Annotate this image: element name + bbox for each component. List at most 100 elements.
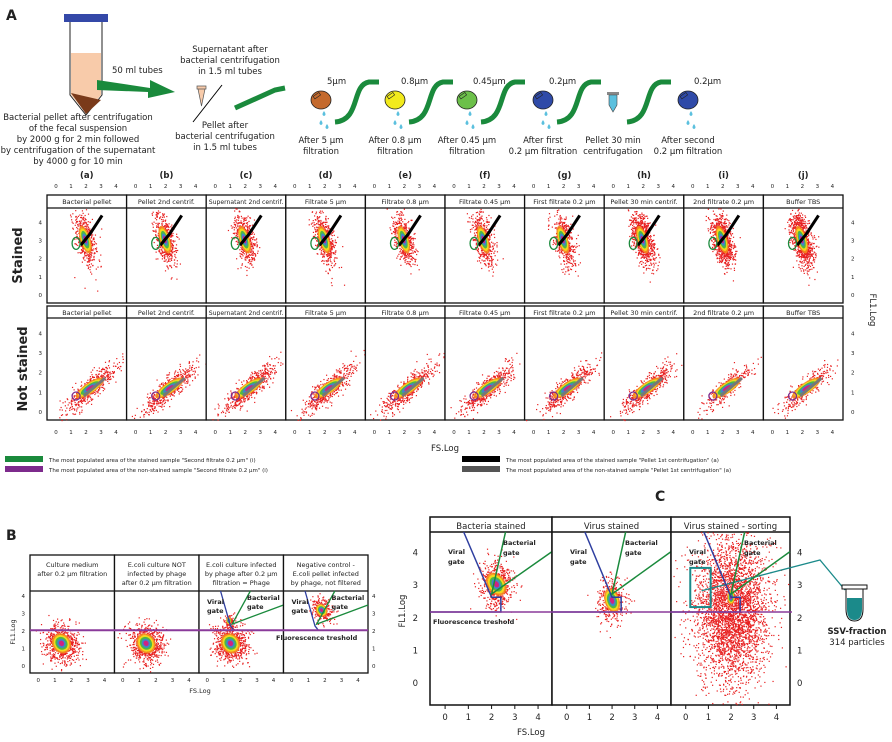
data-point [151,403,152,404]
data-point [110,373,111,374]
data-point [153,227,154,228]
data-point [156,227,157,228]
data-point [90,222,91,223]
data-point [231,225,232,226]
data-point [344,382,345,383]
data-point [92,250,93,251]
data-point [86,209,87,210]
data-point [177,237,178,238]
data-point [164,261,165,262]
data-point [224,398,225,399]
data-point [302,412,303,413]
data-point [243,221,244,222]
data-point [81,381,82,382]
panel-label-a: A [6,8,17,24]
data-point [253,254,254,255]
data-point [255,243,256,244]
data-point [69,410,70,411]
data-point [391,217,392,218]
data-point [274,372,275,373]
data-point [143,404,144,405]
data-point [315,231,316,232]
data-point [164,214,165,215]
data-point [334,375,335,376]
data-point [419,269,420,270]
top-tick-label: 3 [179,184,183,190]
bottom-tick-label: 2 [164,430,168,436]
data-point [416,395,417,396]
step-caption: After first [523,136,563,146]
data-point [86,222,87,223]
data-point [326,264,327,265]
data-point [79,220,80,221]
data-point [330,256,331,257]
data-point [175,248,176,249]
data-point [241,382,242,383]
data-point [257,251,258,252]
data-point [217,414,218,415]
data-point [320,220,321,221]
data-point [82,210,83,211]
data-point [247,257,248,258]
data-point [150,410,151,411]
data-point [312,222,313,223]
data-point [84,252,85,253]
data-point [158,210,159,211]
data-point [148,404,149,405]
data-point [395,229,396,230]
data-point [236,258,237,259]
droplet-icon [687,120,690,125]
data-point [162,253,163,254]
data-point [165,223,166,224]
data-point [346,373,347,374]
data-point [386,416,387,417]
data-point [335,263,336,264]
data-point [187,383,188,384]
data-point [150,402,151,403]
data-point [235,224,236,225]
data-point [439,353,440,354]
data-point [168,254,169,255]
data-point [168,226,169,227]
data-point [395,231,396,232]
data-point [392,407,393,408]
data-point [257,245,258,246]
data-point [227,404,228,405]
data-point [105,362,106,363]
data-point [329,270,330,271]
data-point [226,409,227,410]
data-point [397,223,398,224]
data-point [162,217,163,218]
data-point [344,373,345,374]
data-point [320,213,321,214]
data-point [322,260,323,261]
data-point [187,381,188,382]
data-point [174,393,175,394]
top-tick-label: 2 [84,184,88,190]
data-point [395,224,396,225]
data-point [79,412,80,413]
data-point [86,265,87,266]
data-point [385,418,386,419]
data-point [314,389,315,390]
data-point [65,401,66,402]
data-point [82,251,83,252]
data-point [76,222,77,223]
data-point [404,226,405,227]
data-point [252,255,253,256]
data-point [192,361,193,362]
data-point [338,396,339,397]
data-point [317,404,318,405]
data-point [232,408,233,409]
data-point [109,374,110,375]
data-point [331,265,332,266]
data-point [157,224,158,225]
data-point [330,378,331,379]
data-point [408,261,409,262]
data-point [242,263,243,264]
top-tick-label: 1 [69,184,73,190]
data-point [235,225,236,226]
data-point [228,230,229,231]
data-point [156,403,157,404]
data-point [241,217,242,218]
